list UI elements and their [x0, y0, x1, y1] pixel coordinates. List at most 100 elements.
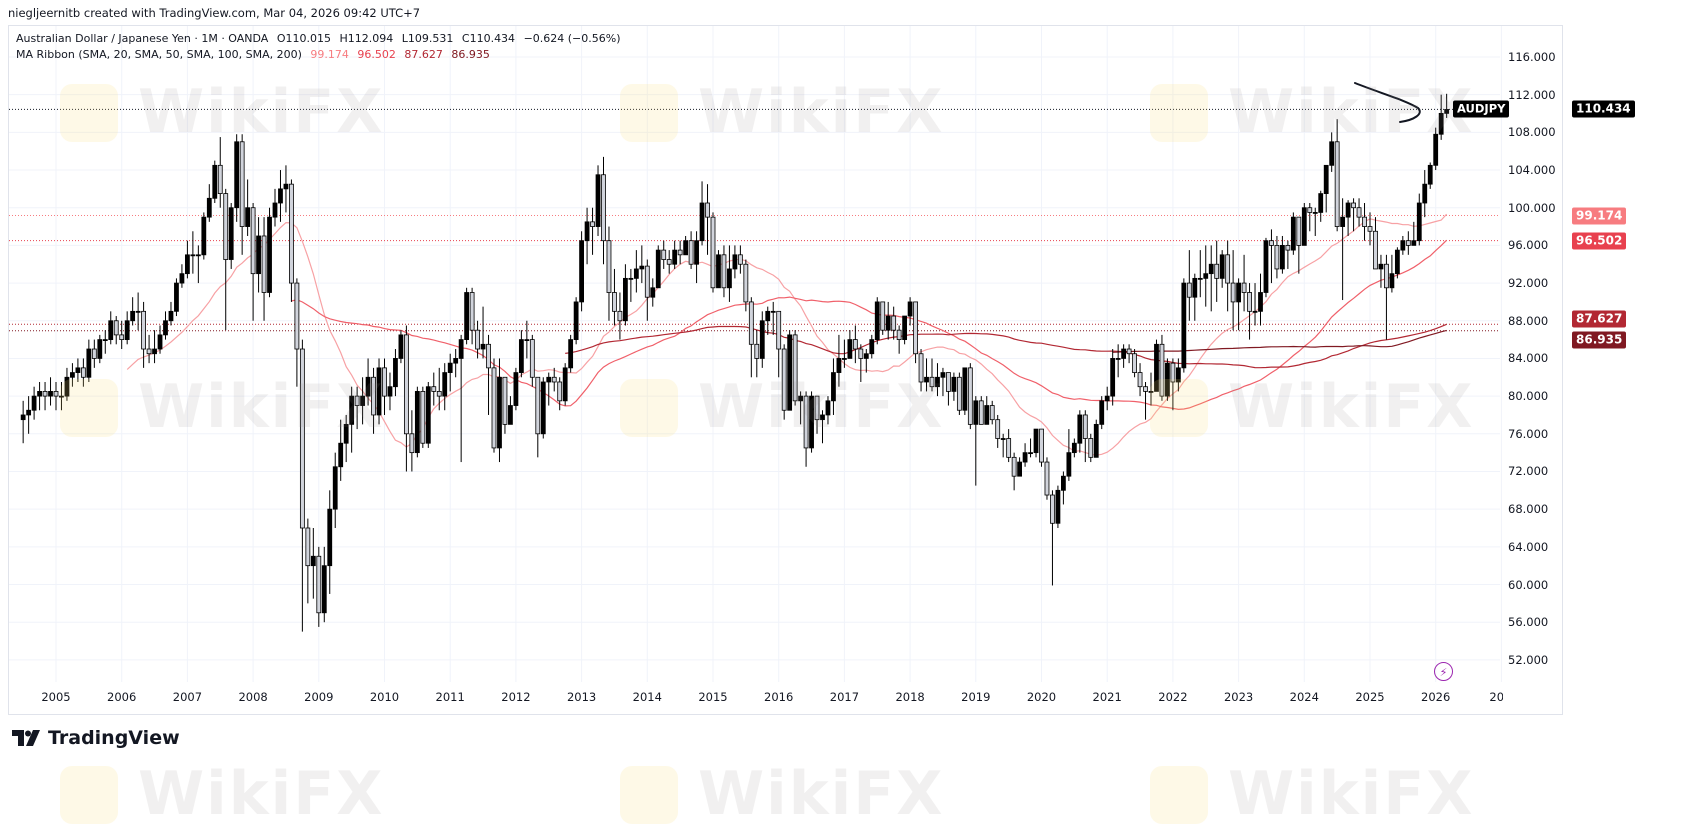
candle-body	[1444, 109, 1450, 114]
candle	[1274, 235, 1280, 279]
candle	[880, 301, 886, 335]
candle	[179, 264, 185, 288]
candle	[310, 528, 316, 599]
candle	[97, 334, 103, 364]
candle-body	[590, 221, 595, 227]
candle-body	[1170, 362, 1176, 383]
candle	[529, 334, 535, 387]
indicator-legend[interactable]: MA Ribbon (SMA, 20, SMA, 50, SMA, 100, S…	[16, 48, 495, 61]
candle-body	[1082, 414, 1088, 439]
year-tick-label: 2018	[895, 690, 925, 704]
candle	[354, 386, 360, 430]
candle-body	[1280, 244, 1285, 270]
candle	[1389, 254, 1395, 293]
candle-body	[469, 292, 475, 331]
candle	[343, 414, 349, 463]
candle	[699, 181, 705, 246]
candle	[612, 268, 617, 326]
candle	[743, 259, 749, 312]
candle-body	[1033, 428, 1039, 454]
candle	[710, 212, 716, 293]
candle-body	[453, 358, 459, 364]
candle-body	[42, 391, 48, 397]
candle-body	[924, 376, 929, 383]
candle	[475, 320, 480, 359]
candle	[48, 377, 53, 406]
price-tick-label: 72.000	[1508, 464, 1549, 479]
price-tick-label: 76.000	[1508, 426, 1549, 441]
candle-body	[1093, 423, 1099, 458]
candle-body	[1340, 216, 1346, 227]
candle-body	[705, 202, 710, 218]
candle-body	[382, 367, 387, 397]
candle-body	[1230, 282, 1236, 303]
candle	[1394, 247, 1400, 279]
candle-body	[376, 367, 382, 416]
price-tick-label: 88.000	[1508, 313, 1549, 328]
candle-body	[798, 395, 803, 402]
candle	[1345, 200, 1351, 236]
candle	[1044, 457, 1050, 500]
candle-body	[1132, 353, 1137, 373]
candle	[42, 381, 48, 411]
candle	[53, 381, 59, 411]
candle-body	[349, 395, 355, 425]
candle	[1225, 240, 1231, 312]
candle-body	[677, 249, 683, 256]
candle-body	[962, 367, 968, 411]
candle	[754, 330, 760, 378]
candle	[174, 278, 179, 317]
candle	[874, 297, 880, 345]
candle-body	[913, 301, 918, 355]
candle	[1384, 254, 1389, 340]
candle	[299, 339, 305, 632]
candle-body	[1192, 277, 1198, 298]
candle	[1301, 203, 1307, 246]
candle	[37, 381, 42, 411]
grid-lines	[9, 26, 1502, 682]
candle-body	[1258, 292, 1263, 312]
ohlc-open: O110.015	[276, 32, 331, 45]
candle-body	[97, 339, 103, 359]
candle	[1104, 386, 1110, 411]
candle-body	[1088, 438, 1094, 458]
candle	[1230, 250, 1236, 331]
candle	[1071, 438, 1077, 458]
ma-value-tag: 96.502	[1572, 232, 1627, 250]
price-tick-label: 64.000	[1508, 539, 1549, 554]
tradingview-logo[interactable]: TradingView	[12, 727, 180, 749]
symbol-legend[interactable]: Australian Dollar / Japanese Yen · 1M · …	[16, 32, 626, 45]
price-tick-label: 60.000	[1508, 577, 1549, 592]
candle	[26, 396, 32, 434]
candle	[1236, 278, 1241, 331]
candle	[546, 372, 552, 406]
candle	[798, 391, 803, 425]
candle-body	[601, 174, 606, 242]
candle	[409, 410, 415, 472]
candle-body	[847, 339, 853, 359]
candle	[913, 301, 918, 364]
candle-body	[1143, 386, 1148, 392]
candle-body	[792, 334, 798, 402]
candle	[540, 377, 546, 439]
candle-body	[458, 339, 464, 359]
candle-body	[1077, 414, 1083, 444]
candle-body	[1433, 133, 1439, 166]
candle	[535, 376, 541, 458]
candle	[716, 250, 721, 289]
candle-body	[984, 405, 990, 425]
candle-body	[1367, 226, 1373, 232]
candle-body	[179, 273, 185, 284]
candle	[727, 245, 732, 302]
candle	[75, 358, 81, 382]
lightning-icon[interactable]: ⚡	[1434, 662, 1453, 681]
candle	[885, 301, 891, 340]
candle	[195, 245, 201, 284]
candle	[447, 353, 453, 392]
candle	[935, 363, 940, 397]
chart-pane[interactable]	[8, 25, 1563, 715]
candle-body	[880, 301, 886, 331]
candle	[940, 367, 946, 397]
candle-body	[683, 240, 689, 256]
